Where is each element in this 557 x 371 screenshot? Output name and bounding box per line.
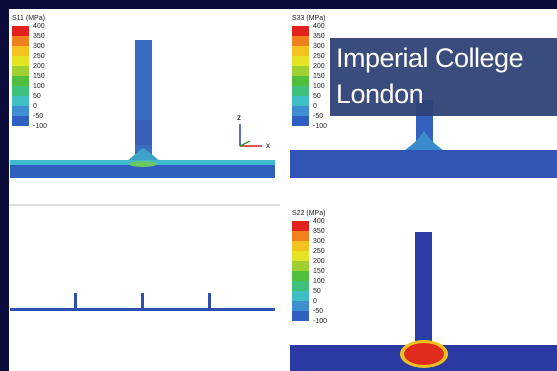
legend-swatch <box>292 66 309 76</box>
page: z x S11 (MPa)400350300250200150100500-50… <box>0 0 557 371</box>
legend-label: -50 <box>313 113 323 120</box>
legend-swatch <box>292 271 309 281</box>
legend-swatch <box>12 56 29 66</box>
legend-label: -50 <box>313 308 323 315</box>
legend-swatch <box>292 76 309 86</box>
legend-swatch <box>292 231 309 241</box>
z-label: z <box>237 113 241 122</box>
legend-swatch <box>292 291 309 301</box>
legend-swatch <box>292 86 309 96</box>
legend-label: 350 <box>313 33 325 40</box>
legend-label: 150 <box>313 268 325 275</box>
legend-label: 100 <box>313 83 325 90</box>
legend-label: 100 <box>313 278 325 285</box>
hot-spot <box>129 161 157 167</box>
legend-swatch <box>292 56 309 66</box>
legend-label: -100 <box>313 123 327 130</box>
legend-label: 400 <box>313 218 325 225</box>
legend-swatch <box>12 76 29 86</box>
legend-label: 0 <box>313 103 317 110</box>
legend-title: S33 (MPa) <box>292 15 325 22</box>
legend-label: -100 <box>313 318 327 325</box>
legend-title: S22 (MPa) <box>292 210 325 217</box>
legend-label: -50 <box>33 113 43 120</box>
legend-swatch <box>12 96 29 106</box>
legend-label: 300 <box>313 238 325 245</box>
post <box>141 293 144 309</box>
legend-swatch <box>292 241 309 251</box>
legend-swatch <box>292 281 309 291</box>
legend-swatch <box>12 46 29 56</box>
legend-label: 400 <box>33 23 45 30</box>
legend-label: 200 <box>33 63 45 70</box>
legend-swatch <box>292 36 309 46</box>
legend-label: -100 <box>33 123 47 130</box>
legend-swatch <box>12 66 29 76</box>
legend-label: 0 <box>33 103 37 110</box>
legend-swatch <box>292 261 309 271</box>
legend-swatch <box>12 26 29 36</box>
legend-swatch <box>292 46 309 56</box>
legend-label: 350 <box>313 228 325 235</box>
legend-label: 250 <box>33 53 45 60</box>
legend-label: 400 <box>313 23 325 30</box>
legend-swatch <box>12 36 29 46</box>
legend-swatch <box>12 116 29 126</box>
legend-label: 50 <box>313 93 321 100</box>
legend-label: 300 <box>313 43 325 50</box>
legend-label: 200 <box>313 63 325 70</box>
legend-swatch <box>292 221 309 231</box>
legend-swatch <box>292 311 309 321</box>
legend-title: S11 (MPa) <box>12 15 45 22</box>
pillar <box>415 232 432 347</box>
legend-swatch <box>292 96 309 106</box>
legend-label: 200 <box>313 258 325 265</box>
legend-swatch <box>292 106 309 116</box>
legend-swatch <box>12 106 29 116</box>
legend-label: 150 <box>33 73 45 80</box>
legend-label: 150 <box>313 73 325 80</box>
legend-label: 50 <box>33 93 41 100</box>
legend-label: 250 <box>313 248 325 255</box>
legend-label: 300 <box>33 43 45 50</box>
logo-text: Imperial College <box>336 43 523 73</box>
pillar-shade <box>135 120 152 145</box>
logo-text: London <box>336 79 423 109</box>
legend-label: 50 <box>313 288 321 295</box>
post <box>74 293 77 309</box>
legend-label: 100 <box>33 83 45 90</box>
hot-spot-core <box>404 343 444 365</box>
legend-label: 350 <box>33 33 45 40</box>
legend-label: 0 <box>313 298 317 305</box>
legend-swatch <box>292 116 309 126</box>
legend-swatch <box>292 26 309 36</box>
legend-label: 250 <box>313 53 325 60</box>
legend-swatch <box>12 86 29 96</box>
legend-swatch <box>292 251 309 261</box>
legend-swatch <box>292 301 309 311</box>
x-label: x <box>266 141 270 150</box>
plate <box>290 150 557 178</box>
figure: z x S11 (MPa)400350300250200150100500-50… <box>0 0 557 371</box>
post <box>208 293 211 309</box>
